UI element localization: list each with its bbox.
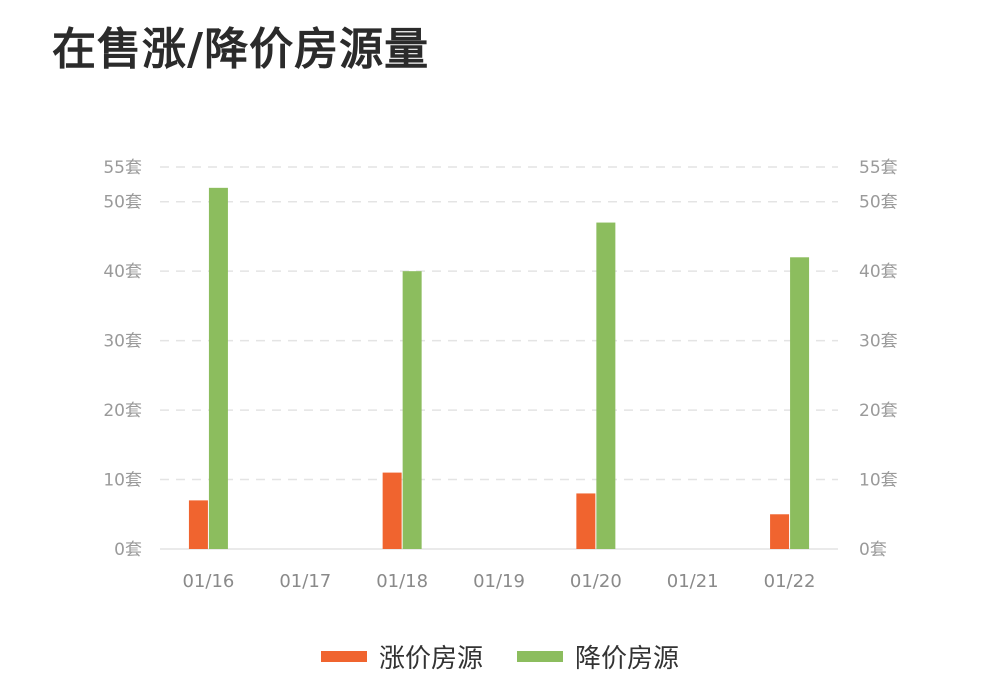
y-tick-label-right: 10套 (859, 471, 898, 491)
y-tick-label-right: 0套 (859, 540, 887, 560)
legend-item-rise[interactable]: 涨价房源 (320, 638, 483, 675)
y-tick-label-right: 50套 (859, 193, 898, 213)
y-tick-label-left: 40套 (103, 262, 142, 282)
y-tick-label-left: 10套 (103, 471, 142, 491)
grid-layer (160, 166, 838, 550)
x-tick-label: 01/19 (473, 571, 525, 592)
x-axis: 01/16 01/17 01/18 01/19 01/20 01/21 01/22 (182, 571, 815, 592)
bar-fall[interactable] (790, 257, 810, 549)
y-tick-label-left: 50套 (103, 193, 142, 213)
legend-swatch-fall (517, 651, 563, 662)
y-axis-right: 0套 10套 20套 30套 40套 50套 55套 (859, 158, 898, 560)
x-tick-label: 01/20 (570, 571, 622, 592)
x-tick-label: 01/21 (667, 571, 719, 592)
y-tick-label-right: 30套 (859, 332, 898, 352)
y-tick-label-right: 55套 (859, 158, 898, 178)
x-tick-label: 01/18 (376, 571, 428, 592)
legend-swatch-rise (320, 651, 367, 662)
bar-fall[interactable] (596, 222, 616, 549)
legend-label-rise: 涨价房源 (378, 644, 483, 674)
x-tick-label: 01/22 (764, 571, 816, 592)
chart-title: 在售涨/降价房源量 (52, 24, 430, 75)
y-tick-label-left: 0套 (114, 540, 142, 560)
bar-rise[interactable] (770, 514, 790, 549)
bars-layer (188, 187, 810, 549)
bar-fall[interactable] (402, 271, 422, 549)
bar-rise[interactable] (382, 472, 402, 549)
x-tick-label: 01/16 (182, 571, 234, 592)
y-tick-label-left: 30套 (103, 332, 142, 352)
x-tick-label: 01/17 (279, 571, 331, 592)
legend-item-fall[interactable]: 降价房源 (517, 638, 679, 675)
y-tick-label-right: 40套 (859, 262, 898, 282)
bar-rise[interactable] (576, 493, 596, 549)
bar-fall[interactable] (208, 187, 228, 549)
y-tick-label-right: 20套 (859, 401, 898, 421)
y-axis-left: 0套 10套 20套 30套 40套 50套 55套 (103, 158, 142, 560)
y-tick-label-left: 55套 (103, 158, 142, 178)
bar-rise[interactable] (188, 500, 208, 549)
legend: 涨价房源 降价房源 (0, 638, 1000, 675)
legend-label-fall: 降价房源 (575, 644, 680, 674)
y-tick-label-left: 20套 (103, 401, 142, 421)
